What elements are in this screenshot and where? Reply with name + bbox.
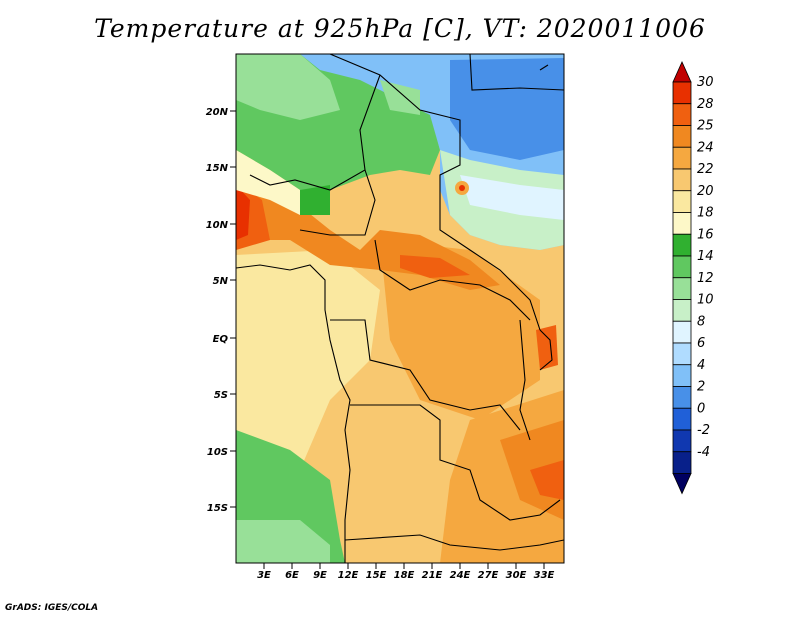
colorbar-label: 6	[697, 336, 705, 351]
map-title: Temperature at 925hPa [C], VT: 202001100…	[94, 14, 706, 43]
colorbar-top-triangle	[672, 61, 692, 83]
lat-label: 10S	[207, 447, 228, 458]
border-namibia-botswana	[344, 534, 564, 551]
lon-label: 27E	[478, 570, 499, 581]
colorbar-swatch	[672, 342, 692, 366]
border-chad-south	[299, 169, 376, 236]
longitude-axis: 3E 6E 9E 12E 15E 18E 21E 24E 27E 30E 33E	[257, 563, 555, 581]
colorbar-label: 24	[697, 140, 714, 155]
field-28-southeast	[530, 460, 564, 500]
map-frame	[235, 53, 565, 564]
border-north-east	[329, 54, 541, 331]
lon-label: 3E	[257, 570, 271, 581]
atlantic-coastline	[236, 264, 351, 563]
field-hot-spot-core	[459, 185, 465, 191]
temperature-field	[236, 54, 564, 563]
lon-label: 18E	[394, 570, 415, 581]
border-congo	[330, 319, 521, 431]
colorbar-label: 25	[697, 119, 714, 134]
field-18-20-sahel	[236, 150, 300, 215]
colorbar-swatch	[672, 429, 692, 453]
colorbar-swatch	[672, 299, 692, 322]
lake-victoria	[539, 329, 553, 371]
border-car	[374, 239, 531, 321]
field-8-10-transition	[460, 175, 564, 220]
colorbar-swatch	[672, 386, 692, 409]
lat-label: 5N	[213, 276, 229, 287]
border-lakes	[519, 319, 531, 441]
field-28-north-band	[400, 255, 470, 278]
lat-label: 10N	[206, 220, 229, 231]
border-niger-chad	[249, 74, 381, 191]
red-sea-coast	[539, 64, 549, 71]
border-egypt-sudan	[469, 54, 564, 91]
colorbar-swatch	[672, 125, 692, 148]
field-30-west-coast	[236, 185, 250, 240]
field-12-14-sahara	[236, 54, 340, 120]
field-4-6-northeast	[450, 58, 564, 160]
field-12-14-north-spot	[380, 80, 420, 115]
lat-label: 15S	[207, 503, 228, 514]
grads-credit: GrADS: IGES/COLA	[5, 603, 99, 613]
colorbar-label: 2	[697, 380, 705, 395]
colorbar-label: -4	[697, 445, 710, 460]
colorbar-label: 4	[697, 358, 705, 373]
colorbar-label: -2	[697, 423, 710, 438]
colorbar-label: 16	[697, 227, 714, 242]
lon-label: 12E	[338, 570, 359, 581]
colorbar-label: 8	[697, 314, 705, 329]
lat-label: 20N	[206, 107, 229, 118]
lon-label: 24E	[450, 570, 471, 581]
field-16-18-spot	[300, 185, 330, 215]
colorbar-swatch	[672, 407, 692, 431]
field-12-14-atlantic	[236, 520, 330, 563]
lat-label: 15N	[206, 163, 229, 174]
lon-label: 30E	[506, 570, 527, 581]
colorbar-swatch	[672, 168, 692, 192]
colorbar-bottom-triangle	[672, 473, 692, 495]
lat-label: 5S	[214, 390, 228, 401]
colorbar-swatch	[672, 320, 692, 344]
colorbar-swatch	[672, 103, 692, 126]
coastline-borders	[236, 54, 564, 563]
colorbar-label: 30	[697, 75, 714, 90]
colorbar-swatch	[672, 233, 692, 257]
colorbar-label: 14	[697, 249, 714, 264]
colorbar-label: 0	[697, 401, 705, 416]
colorbar-label: 10	[697, 293, 714, 308]
colorbar-label: 12	[697, 271, 714, 286]
latitude-axis: 20N 15N 10N 5N EQ 5S 10S 15S	[206, 107, 236, 514]
colorbar-label: 20	[697, 184, 714, 199]
lon-label: 6E	[285, 570, 299, 581]
lat-label: EQ	[213, 334, 229, 345]
border-angola-zambia	[350, 404, 561, 521]
lon-label: 33E	[534, 570, 555, 581]
colorbar-label: 18	[697, 206, 714, 221]
colorbar-label: 28	[697, 97, 714, 112]
colorbar-label: 22	[697, 162, 714, 177]
colorbar-swatch	[672, 277, 692, 300]
field-20-22-west	[236, 250, 380, 470]
lon-label: 9E	[313, 570, 327, 581]
colorbar-swatch	[672, 451, 692, 474]
lon-label: 21E	[422, 570, 443, 581]
colorbar-swatch	[672, 146, 692, 170]
colorbar-swatch	[672, 255, 692, 279]
colorbar-swatch	[672, 190, 692, 213]
colorbar-swatch	[672, 81, 692, 105]
colorbar-swatch	[672, 364, 692, 387]
field-28-east	[536, 325, 558, 370]
lon-label: 15E	[366, 570, 387, 581]
colorbar-swatch	[672, 212, 692, 235]
